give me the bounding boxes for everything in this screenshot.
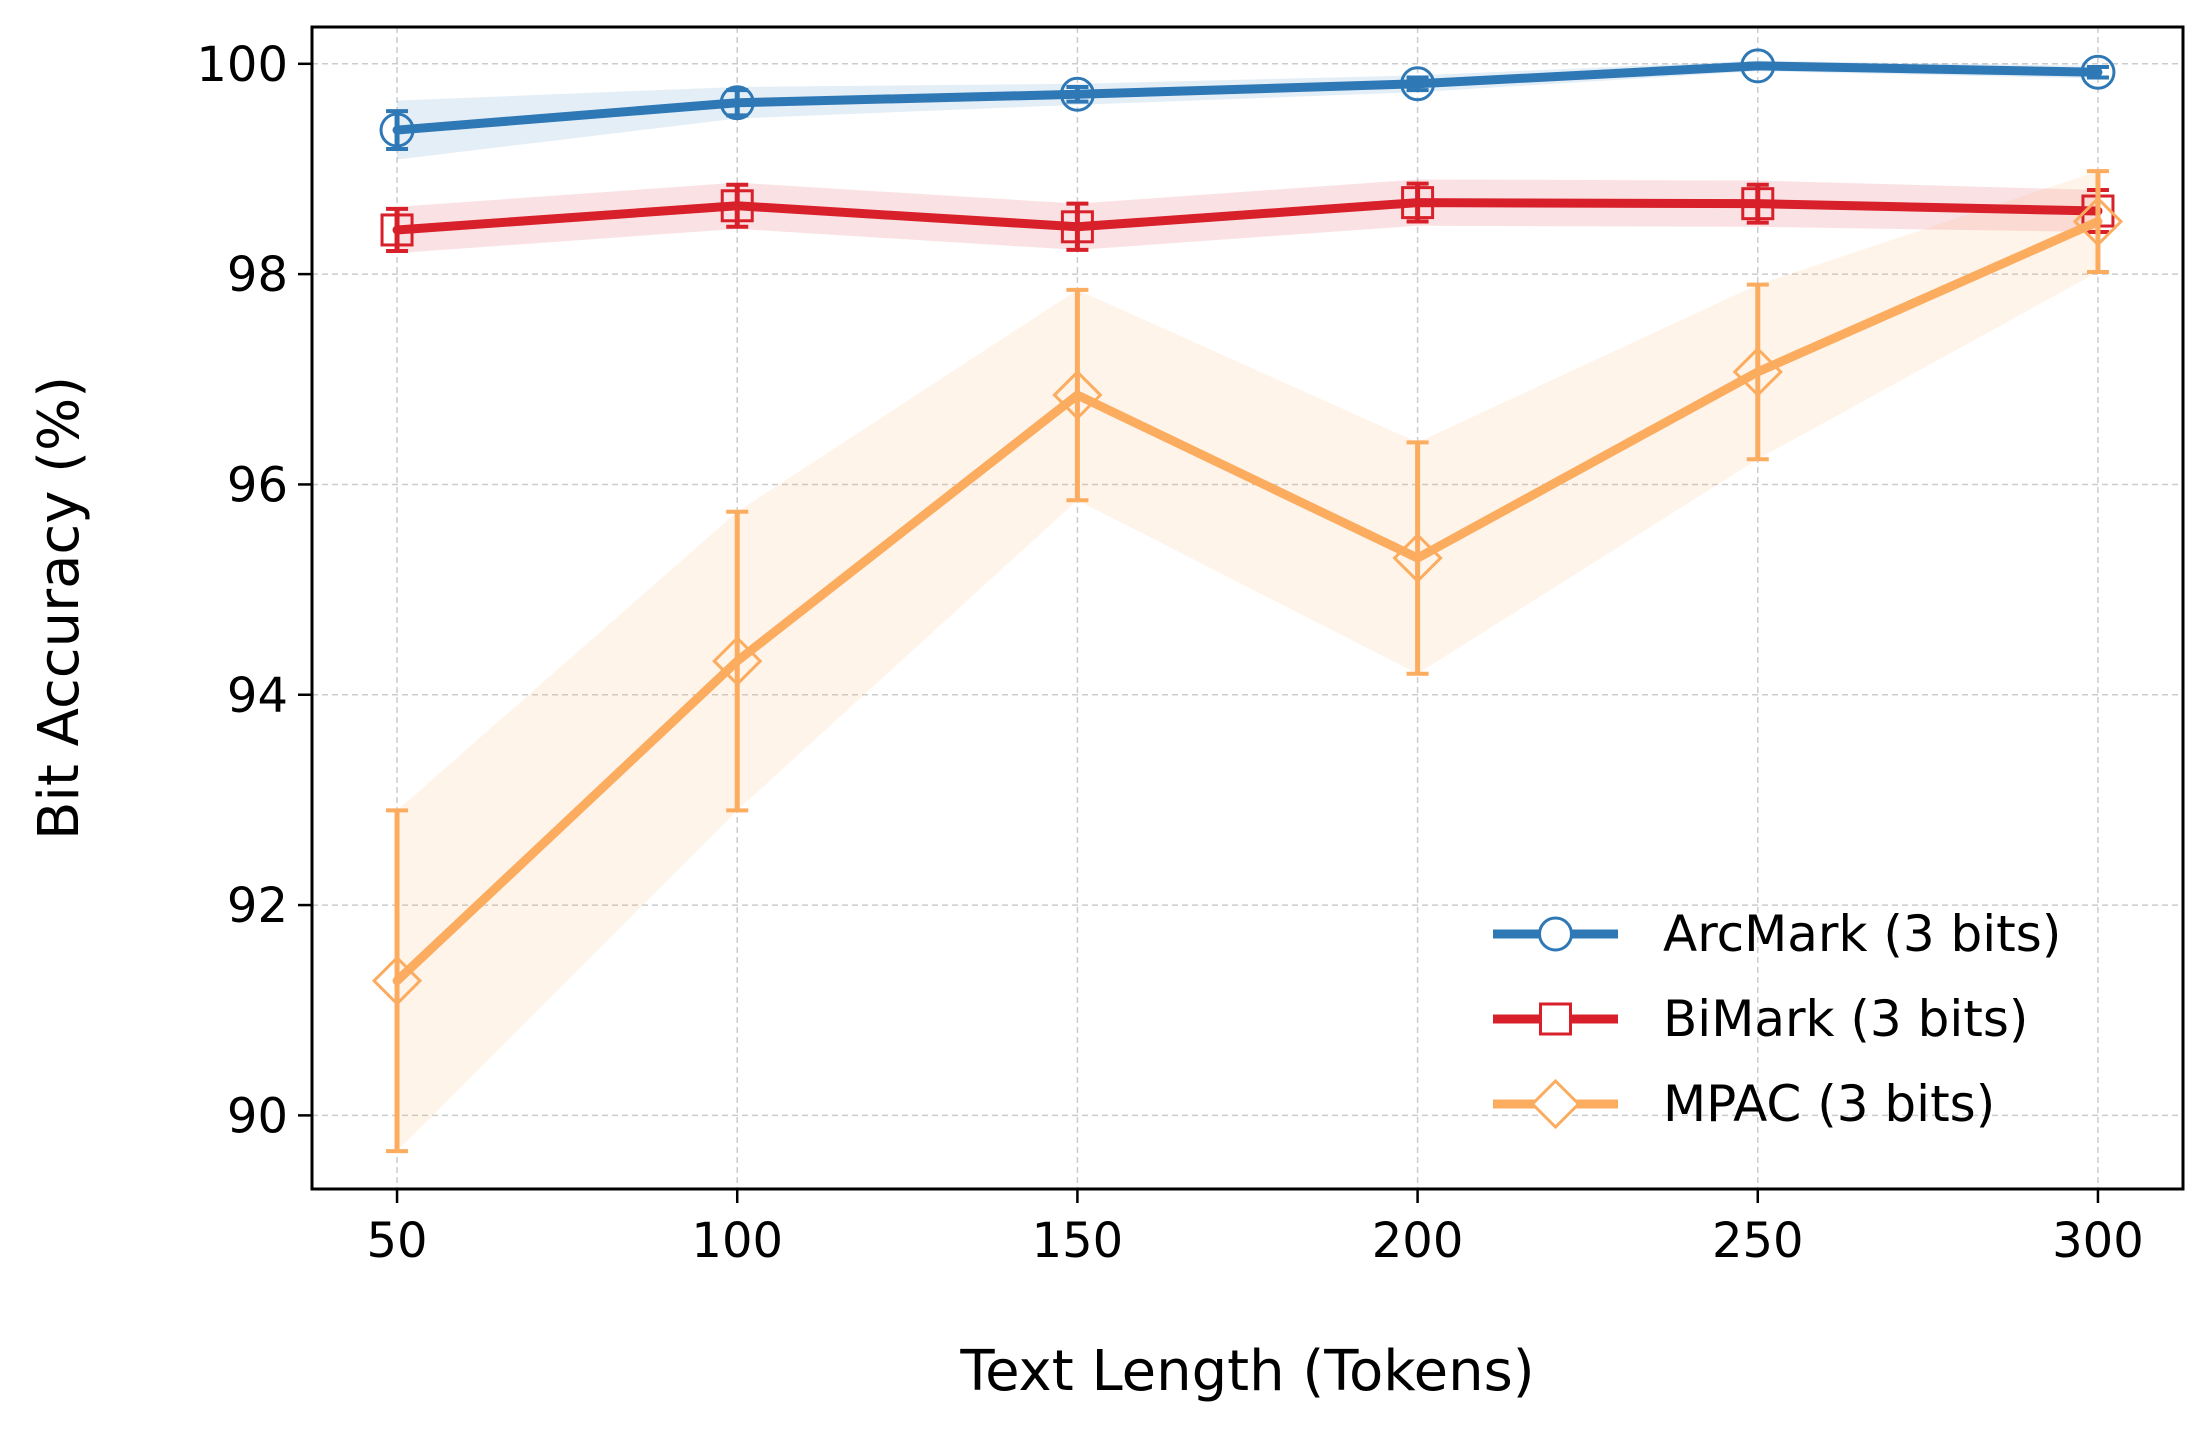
x-tick-label: 250	[1712, 1213, 1804, 1269]
arcmark-point	[1400, 66, 1436, 102]
bimark-series	[380, 181, 2115, 253]
arcmark-point	[1740, 48, 1776, 84]
x-tick-label: 150	[1032, 1213, 1124, 1269]
x-tick-label: 300	[2052, 1213, 2144, 1269]
legend-item-bimark: BiMark (3 bits)	[1493, 990, 2028, 1048]
mpac-point	[712, 635, 763, 687]
bimark-line	[392, 198, 2103, 235]
legend-item-arcmark: ArcMark (3 bits)	[1493, 905, 2061, 963]
bimark-point	[1741, 187, 1775, 221]
legend-swatch-marker	[1538, 916, 1573, 952]
bimark-point	[1401, 186, 1435, 220]
y-axis-title: Bit Accuracy (%)	[27, 376, 92, 840]
y-tick-label: 90	[227, 1088, 288, 1144]
axes: 50 100 150 200 250 300 90 92 94 96 98 100	[196, 37, 2143, 1269]
bimark-point	[720, 189, 754, 223]
arcmark-point	[379, 112, 415, 148]
y-tick-label: 96	[227, 457, 288, 513]
x-tick-label: 100	[691, 1213, 783, 1269]
legend-swatch-marker	[1530, 1078, 1581, 1130]
mpac-point	[1732, 346, 1783, 398]
mpac-point	[1392, 532, 1443, 584]
arcmark-point	[1059, 76, 1095, 112]
x-tick-label: 50	[367, 1213, 428, 1269]
y-tick-label: 94	[227, 668, 288, 724]
x-axis-title: Text Length (Tokens)	[959, 1339, 1534, 1404]
series-layer	[371, 48, 2124, 1154]
mpac-point	[2072, 196, 2124, 247]
y-tick-label: 92	[227, 878, 288, 934]
arcmark-series	[379, 48, 2116, 151]
legend: ArcMark (3 bits) BiMark (3 bits) MPAC (3 b…	[1493, 905, 2061, 1133]
arcmark-line	[392, 61, 2103, 135]
x-tick-label: 200	[1372, 1213, 1464, 1269]
plot-area-frame	[310, 25, 2185, 1191]
legend-item-mpac: MPAC (3 bits)	[1493, 1075, 1995, 1133]
mpac-series	[371, 169, 2124, 1154]
y-tick-label: 100	[196, 37, 288, 93]
legend-label: BiMark (3 bits)	[1663, 990, 2028, 1048]
mpac-point	[371, 955, 423, 1006]
arcmark-point	[2080, 54, 2116, 90]
legend-swatch-marker	[1539, 1002, 1572, 1036]
arcmark-point	[719, 85, 755, 121]
y-tick-label: 98	[227, 247, 288, 303]
bimark-point	[1060, 210, 1094, 244]
legend-label: MPAC (3 bits)	[1663, 1075, 1995, 1133]
bimark-point	[380, 213, 414, 247]
legend-label: ArcMark (3 bits)	[1663, 905, 2061, 963]
mpac-point	[1052, 369, 1103, 421]
mpac-line	[392, 217, 2103, 986]
